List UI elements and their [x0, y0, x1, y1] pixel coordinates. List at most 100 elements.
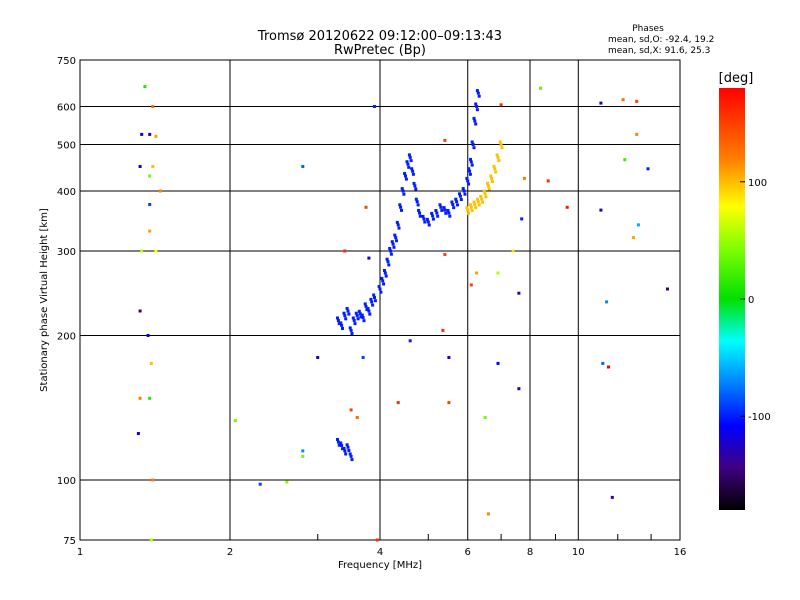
scatter-point — [631, 236, 635, 240]
y-tick-label: 100 — [57, 476, 76, 487]
trace-point — [455, 200, 459, 204]
trace-point — [447, 211, 451, 215]
trace-point — [395, 239, 398, 243]
trace-point — [340, 323, 344, 327]
scatter-point — [635, 99, 639, 103]
x-tick-label: 1 — [77, 547, 83, 558]
trace-point — [473, 203, 477, 206]
trace-point — [411, 172, 415, 176]
trace-point — [471, 143, 475, 146]
trace-point — [440, 208, 444, 212]
trace-point — [342, 311, 346, 315]
trace-point — [381, 279, 385, 283]
trace-point — [354, 311, 358, 315]
trace-point — [472, 200, 476, 204]
trace-point — [407, 153, 411, 157]
scatter-point — [140, 132, 144, 136]
trace-point — [400, 187, 404, 191]
trace-point — [346, 309, 350, 313]
scatter-point — [447, 356, 451, 359]
trace-point — [339, 321, 343, 325]
scatter-point — [607, 365, 610, 369]
scatter-point — [539, 86, 543, 90]
trace-point — [476, 91, 480, 95]
trace-point — [470, 208, 474, 212]
scatter-point — [301, 449, 305, 453]
trace-point — [494, 170, 498, 174]
trace-point — [454, 197, 458, 201]
trace-point — [496, 155, 500, 159]
trace-point — [383, 269, 386, 272]
trace-point — [499, 143, 503, 146]
trace-point — [481, 200, 485, 204]
y-tick-label: 500 — [57, 141, 76, 152]
y-tick-label: 300 — [57, 247, 76, 258]
trace-point — [336, 319, 340, 322]
trace-point — [391, 242, 395, 246]
trace-point — [490, 176, 494, 180]
trace-point — [497, 159, 501, 163]
colorbar-tick-label: 0 — [748, 295, 754, 306]
trace-point — [456, 203, 459, 207]
trace-point — [386, 260, 390, 264]
trace-point — [353, 322, 357, 326]
trace-point — [336, 316, 339, 320]
scatter-point — [475, 271, 479, 275]
trace-point — [410, 167, 414, 171]
trace-point — [362, 319, 366, 323]
trace-point — [434, 209, 438, 212]
trace-point — [347, 449, 351, 452]
trace-point — [388, 247, 392, 250]
trace-point — [467, 167, 471, 171]
trace-point — [371, 303, 375, 307]
trace-point — [467, 182, 471, 186]
trace-point — [412, 181, 416, 185]
trace-point — [409, 159, 413, 163]
trace-point — [416, 203, 420, 207]
scatter-point — [469, 283, 473, 287]
trace-point — [446, 209, 450, 212]
y-tick-label: 400 — [57, 187, 76, 198]
trace-point — [368, 312, 372, 316]
trace-point — [413, 184, 417, 188]
trace-point — [363, 302, 367, 306]
trace-point — [414, 197, 418, 201]
trace-point — [373, 296, 376, 299]
trace-point — [382, 282, 386, 286]
scatter-point — [151, 105, 155, 108]
trace-point — [489, 174, 493, 178]
trace-point — [367, 309, 371, 313]
trace-point — [403, 172, 407, 175]
trace-point — [337, 443, 341, 447]
trace-point — [347, 312, 351, 316]
trace-point — [415, 200, 419, 204]
x-axis-ticks: 1 2 4 6 8 10 16 — [77, 534, 686, 558]
trace-point — [470, 140, 474, 144]
scatter-point — [154, 134, 158, 138]
trace-point — [448, 214, 452, 218]
trace-point — [397, 226, 401, 230]
scatter-point — [148, 203, 152, 206]
trace-point — [351, 316, 355, 320]
phase-stats-o: mean, sd,O: -92.4, 19.2 — [608, 35, 714, 45]
trace-point — [399, 205, 403, 209]
scatter-point — [496, 361, 500, 365]
trace-point — [466, 179, 470, 183]
scatter-point — [149, 538, 153, 542]
trace-point — [465, 176, 469, 180]
scatter-point — [158, 189, 162, 193]
trace-point — [475, 89, 479, 93]
trace-point — [366, 307, 370, 310]
trace-point — [472, 116, 476, 120]
x-tick-label: 8 — [527, 547, 533, 558]
scatter-point — [375, 538, 379, 542]
trace-point — [369, 297, 373, 301]
trace-point — [466, 208, 470, 212]
trace-point — [370, 300, 374, 304]
trace-point — [411, 169, 415, 173]
trace-point — [341, 327, 344, 330]
chart-subtitle: RwPretec (Bp) — [334, 43, 426, 58]
trace-point — [344, 452, 348, 456]
scatter-point — [233, 419, 237, 423]
trace-point — [452, 206, 456, 210]
